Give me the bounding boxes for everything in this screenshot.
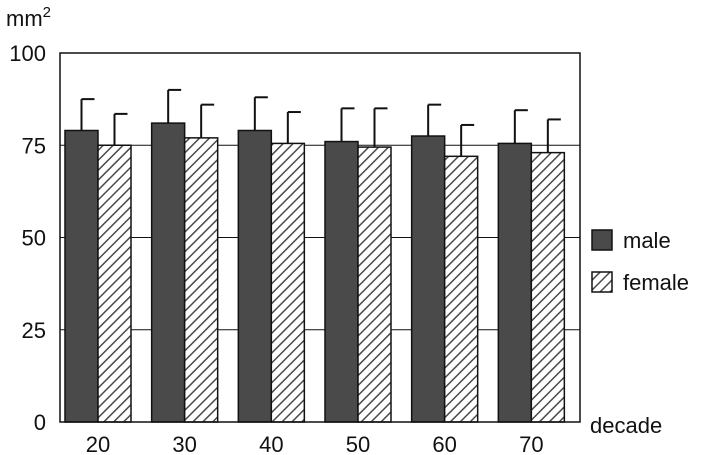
x-tick-label: 30 [172,432,196,455]
bar-male-30 [150,122,186,423]
bar-female-20 [97,144,132,423]
gridlines [60,144,580,331]
y-axis-unit: mm2 [6,4,51,31]
bar-male-70 [497,142,533,423]
bar-female-50 [357,146,392,423]
x-axis-label: decade [590,413,662,438]
legend-swatch-male [591,229,613,251]
error-bars-group [80,88,561,157]
y-tick-label: 50 [22,226,46,251]
bar-male-40 [237,129,273,423]
bars-group [64,122,566,423]
legend-label-female: female [623,270,689,295]
x-tick-label: 60 [432,432,456,455]
bar-female-40 [270,142,306,423]
bar-male-60 [410,135,446,423]
x-tick-label: 20 [86,432,110,455]
y-tick-label: 75 [22,133,46,158]
y-tick-label: 25 [22,318,46,343]
y-tick-label: 0 [34,410,46,435]
bar-female-30 [183,137,219,423]
y-tick-labels: 0 25 50 75 100 [9,41,46,435]
legend-label-male: male [623,228,671,253]
legend-swatch-female [591,271,613,293]
bar-male-20 [64,129,99,423]
bar-female-70 [530,151,566,423]
bar-male-50 [324,140,359,423]
x-tick-label: 70 [519,432,543,455]
plot-frame [59,52,581,423]
x-tick-labels: 20 30 40 50 60 70 [86,432,544,455]
y-tick-label: 100 [9,41,46,66]
bar-female-60 [443,155,479,423]
x-tick-label: 50 [346,432,370,455]
y-axis-unit-superscript: 2 [43,4,51,21]
x-tick-label: 40 [259,432,283,455]
legend: male female [591,228,689,295]
